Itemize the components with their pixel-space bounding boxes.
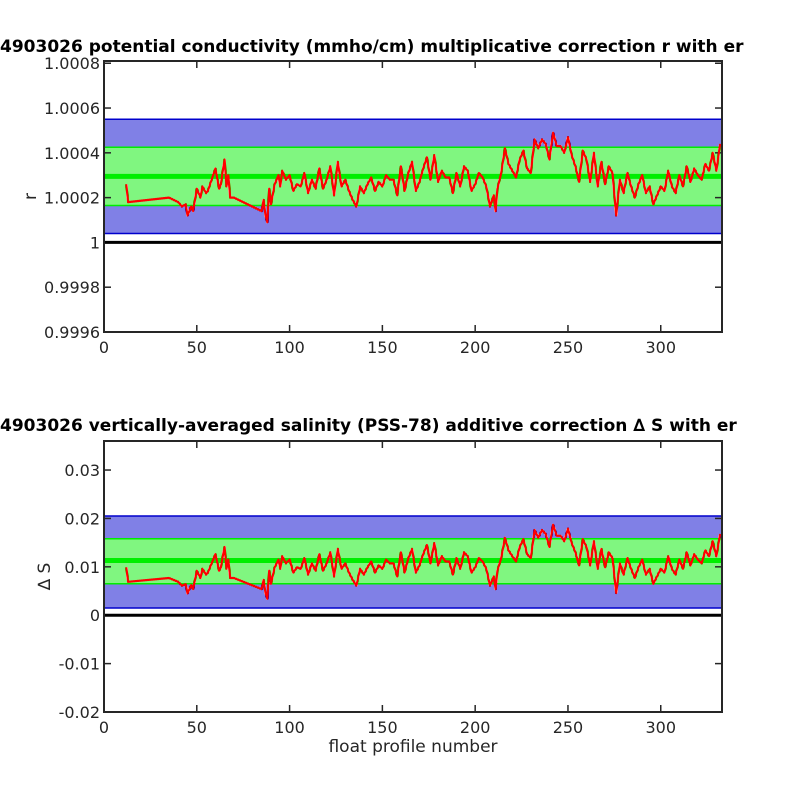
chart-title: 4903026 potential conductivity (mmho/cm)… [0,37,744,57]
y-tick-label: 0 [90,606,100,625]
x-tick-label: 200 [460,338,491,357]
x-tick-label: 150 [367,718,398,737]
x-tick-label: 0 [99,718,109,737]
y-axis-label: ∆ S [35,563,55,592]
series-line [125,523,722,600]
y-tick-label: -0.02 [59,703,100,722]
chart-salinity-correction: 4903026 vertically-averaged salinity (PS… [0,416,737,757]
y-tick-label: 0.03 [64,461,100,480]
x-axis-label: float profile number [328,737,497,757]
plot-frame [103,440,723,713]
x-tick-label: 250 [553,718,584,737]
y-axis-label: r [21,193,41,200]
x-tick-label: 50 [187,338,207,357]
y-tick-label: 0.02 [64,509,100,528]
x-tick-label: 0 [99,338,109,357]
x-tick-label: 100 [274,718,305,737]
y-tick-label: 0.01 [64,558,100,577]
x-tick-label: 50 [187,718,207,737]
chart-conductivity-correction: 4903026 potential conductivity (mmho/cm)… [0,37,744,357]
y-tick-label: 1.0006 [44,99,100,118]
y-tick-label: 1.0004 [44,144,100,163]
y-tick-label: 1.0002 [44,189,100,208]
x-tick-label: 100 [274,338,305,357]
tick-labels: 0 50 100 150 200 250 300 -0.02 -0.01 0 0.01 0.02 0.0… [59,461,676,737]
series-line [125,131,722,224]
x-tick-label: 250 [553,338,584,357]
chart-title: 4903026 vertically-averaged salinity (PS… [0,416,737,436]
x-tick-label: 300 [645,338,676,357]
tick-labels: 0 50 100 150 200 250 300 0.9996 0.9998 1 1.0002 1.0… [44,54,676,357]
x-tick-label: 300 [645,718,676,737]
y-tick-label: -0.01 [59,655,100,674]
y-tick-label: 1 [90,233,100,252]
y-tick-label: 1.0008 [44,54,100,73]
x-tick-label: 200 [460,718,491,737]
x-tick-label: 150 [367,338,398,357]
y-tick-label: 0.9996 [44,323,100,342]
y-tick-label: 0.9998 [44,278,100,297]
plot-frame [103,60,723,333]
